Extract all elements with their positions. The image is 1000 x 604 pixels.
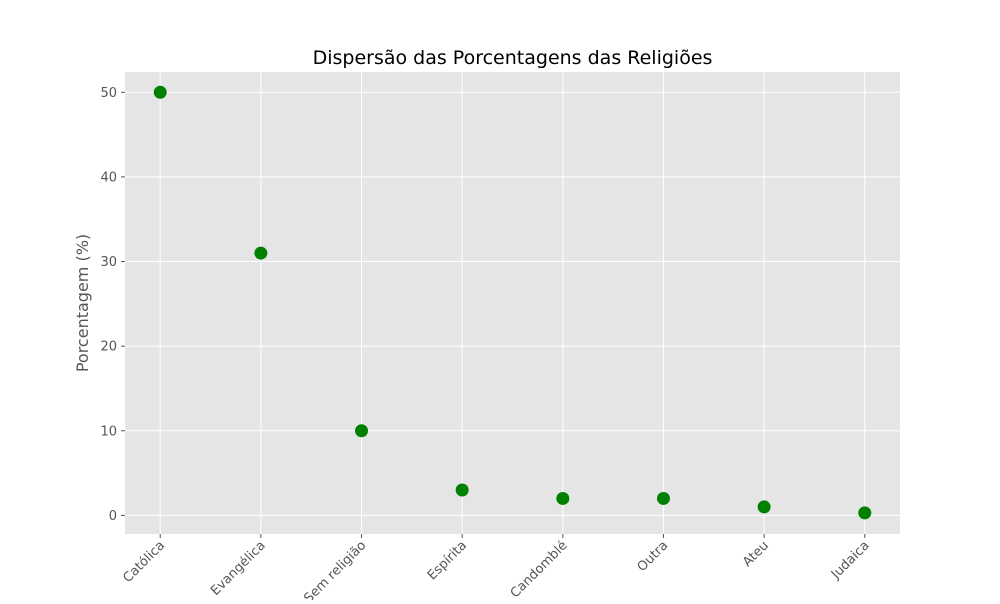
y-tick-label: 20 [100,340,117,355]
y-gridlines [125,91,900,516]
y-tick-label: 0 [109,509,117,524]
data-point [254,246,268,260]
y-axis-ticks: 0 10 20 30 40 50 [100,86,125,524]
data-point [455,483,469,497]
data-point [858,506,872,520]
y-tick-label: 40 [100,170,117,185]
plot-area [125,72,900,534]
y-tick-label: 30 [100,255,117,270]
y-axis-label: Porcentagem (%) [73,234,92,372]
data-point [556,491,570,505]
y-tick-label: 50 [100,86,117,101]
data-point [153,85,167,99]
y-tick-label: 10 [100,424,117,439]
x-gridlines [159,72,866,534]
chart-title: Dispersão das Porcentagens das Religiões [313,47,713,69]
data-point [757,500,771,514]
data-point [355,424,369,438]
data-points [153,85,872,520]
data-point [656,491,670,505]
